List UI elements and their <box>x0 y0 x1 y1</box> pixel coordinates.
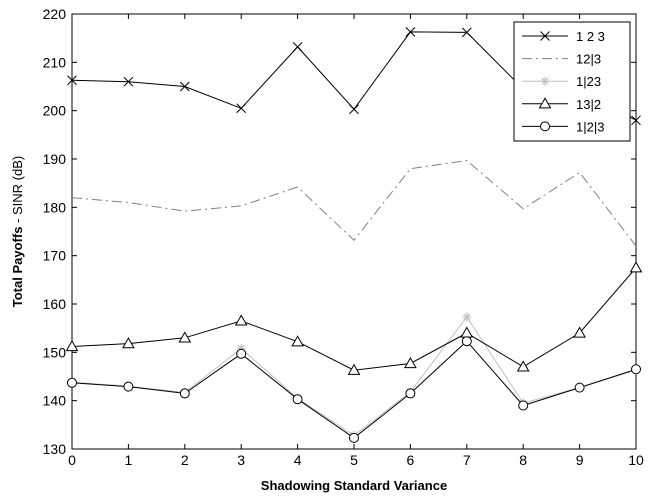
x-axis-label: Shadowing Standard Variance <box>261 478 447 493</box>
series-line-4 <box>71 340 637 439</box>
x-tick-label: 9 <box>576 452 584 468</box>
series-3-point <box>347 363 361 375</box>
y-tick-label: 200 <box>43 103 67 119</box>
legend-label-2: 1|23 <box>576 74 601 89</box>
series-3-point <box>234 314 248 326</box>
series-4-point <box>574 382 585 393</box>
y-axis-label-rest: - SINR (dB) <box>10 156 25 227</box>
legend-label-0: 1 2 3 <box>576 29 605 44</box>
series-0-point <box>179 81 190 92</box>
x-tick-label: 1 <box>125 452 133 468</box>
y-tick-label: 150 <box>43 344 67 360</box>
legend-marker-4 <box>540 121 550 132</box>
legend-marker-0 <box>540 31 550 41</box>
plot-area: 0 1 2 3 4 5 6 7 8 9 10 130 140 150 160 170 180 190 200 210 2… <box>43 6 644 468</box>
series-3-point <box>404 356 417 369</box>
x-tick-label: 3 <box>237 452 245 468</box>
y-axis-label-bold: Total Payoffs <box>10 227 25 308</box>
series-0-point <box>236 103 247 114</box>
series-3-point <box>629 261 643 273</box>
series-4-point <box>123 381 134 392</box>
legend-label-1: 12|3 <box>576 52 601 67</box>
y-axis-label: Total Payoffs - SINR (dB) <box>10 156 25 307</box>
y-tick-label: 220 <box>43 6 67 22</box>
series-line-1 <box>71 159 637 247</box>
series-4-point <box>405 388 416 399</box>
legend-marker-2 <box>540 76 550 86</box>
x-tick-label: 5 <box>350 452 358 468</box>
series-3-point <box>291 335 304 347</box>
series-4-point <box>349 432 359 443</box>
y-tick-label: 210 <box>43 54 67 70</box>
y-tick-label: 180 <box>43 199 67 215</box>
y-tick-label: 130 <box>43 441 67 457</box>
series-4-point <box>461 336 472 347</box>
series-4-point <box>67 377 77 388</box>
series-2-point <box>462 312 472 322</box>
legend-marker-3 <box>538 97 552 109</box>
series-line-2 <box>71 316 637 437</box>
series-0-point <box>67 75 77 86</box>
series-4-point <box>179 388 190 399</box>
series-4-point <box>236 348 247 359</box>
x-tick-label: 8 <box>519 452 527 468</box>
y-tick-label: 190 <box>43 151 67 167</box>
series-0-point <box>461 27 472 38</box>
legend-label-3: 13|2 <box>576 97 601 112</box>
legend: 1 2 3 12|3 1|23 13|2 1|2|3 <box>513 21 631 142</box>
series-4-point <box>518 400 529 411</box>
series-line-3 <box>71 267 637 371</box>
legend-label-4: 1|2|3 <box>576 119 604 134</box>
x-tick-label: 7 <box>463 452 471 468</box>
y-tick-label: 170 <box>43 248 67 264</box>
series-3-point <box>460 326 474 338</box>
series-0-point <box>349 104 359 115</box>
x-tick-label: 0 <box>68 452 76 468</box>
series-3-point <box>122 337 135 349</box>
series-4-point <box>292 394 303 405</box>
x-tick-label: 10 <box>628 452 644 468</box>
series-0-point <box>631 115 641 126</box>
series-3-point <box>573 326 586 338</box>
series-0-point <box>405 27 416 37</box>
y-tick-label: 160 <box>43 296 67 312</box>
series-0-point <box>123 76 134 87</box>
series-3-point <box>516 360 530 372</box>
series-2-point <box>236 343 246 353</box>
x-tick-label: 6 <box>407 452 415 468</box>
series-3-point <box>65 340 79 352</box>
series-4-point <box>631 364 641 375</box>
series-0-point <box>292 42 303 52</box>
series-3-point <box>178 331 192 343</box>
x-tick-label: 2 <box>181 452 189 468</box>
y-tick-label: 140 <box>43 393 67 409</box>
x-tick-label: 4 <box>294 452 302 468</box>
